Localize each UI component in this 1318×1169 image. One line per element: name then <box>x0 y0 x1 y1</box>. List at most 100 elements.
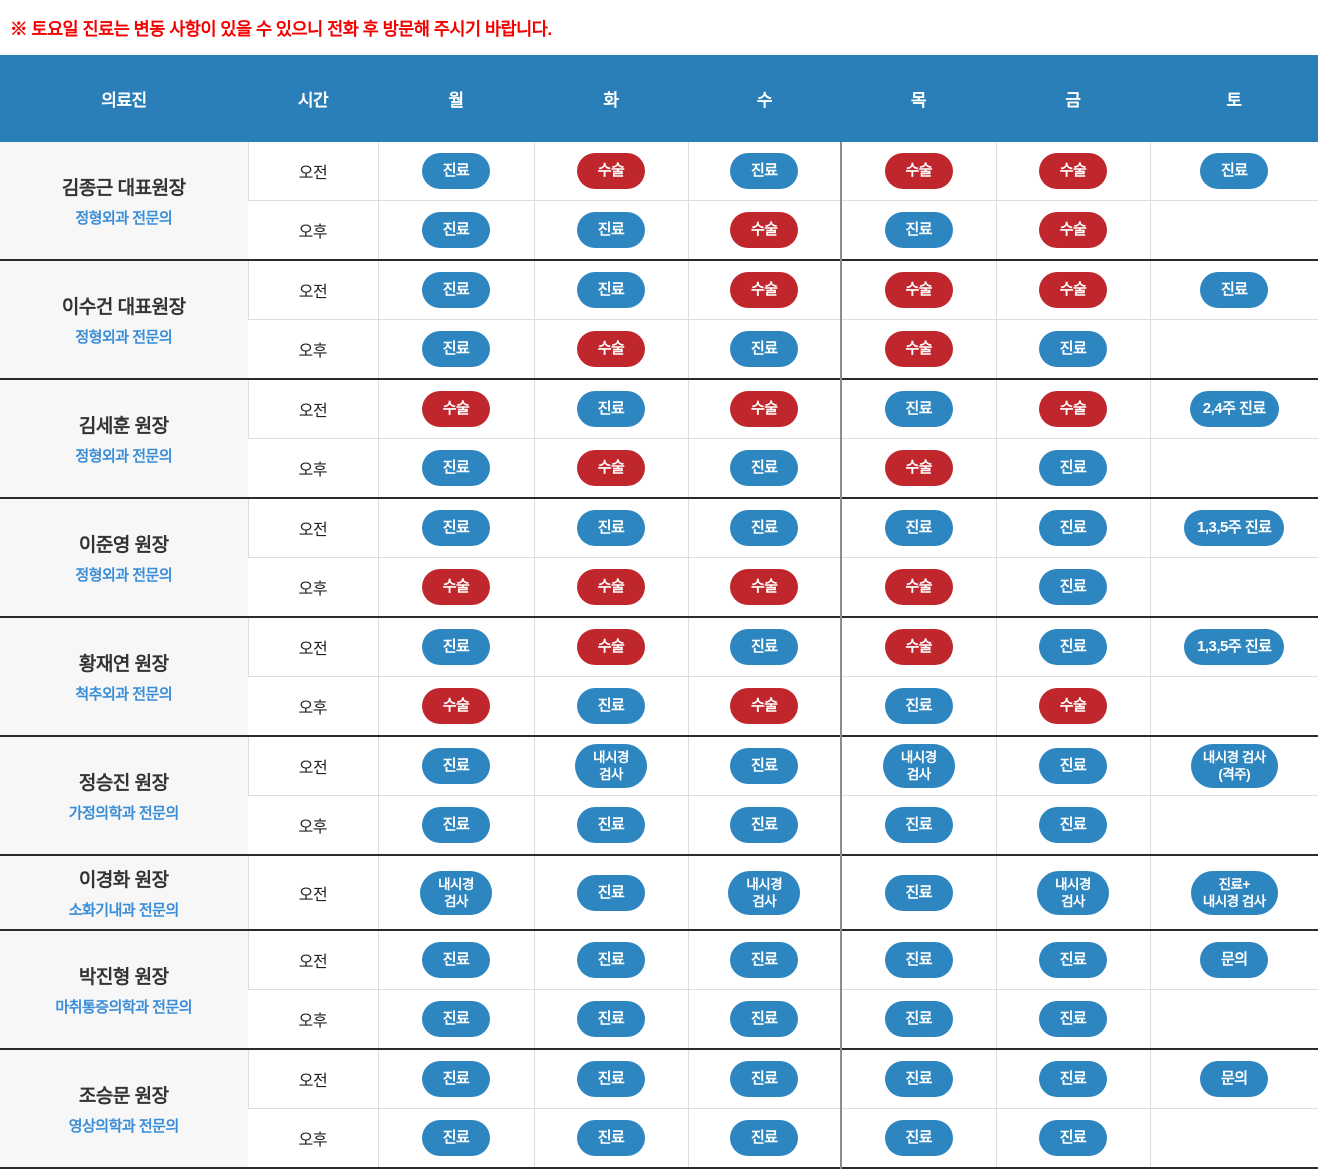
schedule-badge: 진료 <box>884 391 953 427</box>
day-cell <box>1149 1108 1318 1168</box>
schedule-badge: 진료 <box>730 153 799 189</box>
schedule-badge: 진료 <box>577 688 645 724</box>
day-cell: 수술 <box>995 142 1150 201</box>
schedule-badge: 진료 <box>884 1120 953 1156</box>
schedule-badge: 1,3,5주 진료 <box>1184 510 1285 546</box>
day-cell: 진료 <box>840 1048 996 1109</box>
schedule-badge: 내시경 검사 <box>728 870 801 915</box>
schedule-row: 정승진 원장 가정의학과 전문의 오전 진료 내시경 검사 진료 내시경 검사 진료 내시경 검… <box>0 735 1318 855</box>
schedule-row: 오후 진료 진료 수술 진료 수술 <box>0 200 1318 260</box>
day-cell: 진료 <box>840 929 996 990</box>
schedule-badge: 진료 <box>422 272 490 308</box>
schedule-badge: 수술 <box>422 688 490 724</box>
day-cell: 진료 <box>995 438 1150 498</box>
schedule-row: 오후 진료 진료 진료 진료 진료 <box>0 795 1318 855</box>
header-thursday: 목 <box>841 55 996 142</box>
schedule-badge: 수술 <box>577 629 645 665</box>
schedule-badge: 수술 <box>1039 391 1107 427</box>
day-cell: 진료 <box>995 497 1150 558</box>
day-cell: 수술 <box>995 378 1150 439</box>
time-label: 오전 <box>247 1048 378 1109</box>
header-wednesday: 수 <box>688 55 841 142</box>
day-cell: 진료 <box>533 1108 688 1168</box>
day-cell: 진료 <box>995 1108 1150 1168</box>
day-cell: 진료 <box>533 1048 688 1109</box>
schedule-badge: 진료 <box>577 212 645 248</box>
schedule-badge: 진료 <box>884 688 953 724</box>
time-label: 오전 <box>247 142 378 201</box>
day-cell: 진료 <box>533 200 688 260</box>
day-cell: 진료 <box>840 854 996 930</box>
schedule-badge: 수술 <box>730 391 799 427</box>
day-cell: 진료 <box>377 200 534 260</box>
day-cell: 내시경 검사 (격주) <box>1149 735 1318 796</box>
schedule-badge: 수술 <box>422 391 490 427</box>
schedule-badge: 진료 <box>577 874 645 911</box>
schedule-badge: 수술 <box>884 450 953 486</box>
time-label: 오후 <box>248 438 378 498</box>
day-cell: 진료 <box>995 735 1150 796</box>
schedule-badge: 진료 <box>422 1001 490 1037</box>
day-cell: 내시경 검사 <box>533 735 688 796</box>
schedule-row: 이준영 원장 정형외과 전문의 오전 진료 진료 진료 진료 진료 1,3,5주 진료 <box>0 497 1318 617</box>
schedule-row: 이경화 원장 소화기내과 전문의 오전 내시경 검사 진료 내시경 검사 진료 내시경 검사 진… <box>0 854 1318 930</box>
schedule-badge: 진료 <box>884 874 953 911</box>
schedule-badge: 내시경 검사 (격주) <box>1190 744 1278 788</box>
schedule-badge: 진료 <box>1039 1001 1107 1037</box>
day-cell: 진료 <box>377 1108 534 1168</box>
doctor-specialty: 정형외과 전문의 <box>75 329 173 346</box>
schedule-badge: 수술 <box>884 272 953 308</box>
doctor-specialty: 척추외과 전문의 <box>75 686 173 703</box>
day-cell: 내시경 검사 <box>377 854 534 930</box>
day-cell: 진료 <box>377 616 534 677</box>
time-label: 오후 <box>248 1108 378 1168</box>
schedule-row: 오후 진료 수술 진료 수술 진료 <box>0 438 1318 498</box>
schedule-badge: 진료 <box>730 450 799 486</box>
doctor-schedule-table: 의료진 시간 월 화 수 목 금 토 김종근 대표원장 정형외과 전문의 오전 진료 수… <box>0 55 1318 1169</box>
schedule-badge: 진료 <box>730 1001 799 1037</box>
day-cell: 진료 <box>995 795 1150 855</box>
schedule-badge: 수술 <box>577 450 645 486</box>
time-label: 오전 <box>247 854 378 930</box>
day-cell: 진료 <box>840 1108 996 1168</box>
day-cell <box>1149 319 1318 379</box>
day-cell: 수술 <box>995 676 1150 736</box>
day-cell: 수술 <box>377 557 534 617</box>
schedule-badge: 수술 <box>730 569 799 605</box>
schedule-badge: 진료 <box>730 942 799 978</box>
schedule-badge: 수술 <box>577 153 645 189</box>
schedule-badge: 진료 <box>884 212 953 248</box>
schedule-row: 이수건 대표원장 정형외과 전문의 오전 진료 진료 수술 수술 수술 진료 <box>0 259 1318 379</box>
day-cell: 수술 <box>840 616 996 677</box>
day-cell: 진료 <box>1149 142 1318 201</box>
header-time: 시간 <box>248 55 378 142</box>
day-cell: 진료 <box>377 319 534 379</box>
schedule-badge: 2,4주 진료 <box>1189 391 1279 427</box>
day-cell: 내시경 검사 <box>687 854 841 930</box>
doctor-name: 김종근 대표원장 <box>61 178 186 199</box>
day-cell: 진료 <box>995 929 1150 990</box>
day-cell: 진료 <box>1149 259 1318 320</box>
doctor-name: 박진형 원장 <box>78 967 169 988</box>
day-cell: 수술 <box>995 259 1150 320</box>
day-cell: 진료 <box>995 616 1150 677</box>
schedule-badge: 진료 <box>577 1061 645 1097</box>
day-cell <box>1149 795 1318 855</box>
doctor-cell: 황재연 원장 척추외과 전문의 <box>0 616 248 736</box>
time-label: 오후 <box>248 557 378 617</box>
schedule-badge: 진료 <box>730 1120 799 1156</box>
header-monday: 월 <box>378 55 534 142</box>
day-cell: 진료 <box>377 142 534 201</box>
schedule-badge: 진료 <box>1039 807 1107 843</box>
schedule-badge: 진료 <box>577 391 645 427</box>
doctor-specialty: 마취통증의학과 전문의 <box>55 999 193 1016</box>
day-cell: 진료+ 내시경 검사 <box>1149 854 1318 930</box>
day-cell: 진료 <box>377 735 534 796</box>
day-cell: 문의 <box>1149 1048 1318 1109</box>
day-cell: 진료 <box>533 497 688 558</box>
day-cell: 진료 <box>840 200 996 260</box>
doctor-specialty: 영상의학과 전문의 <box>68 1118 180 1135</box>
day-cell: 진료 <box>687 1108 841 1168</box>
schedule-badge: 수술 <box>1039 688 1107 724</box>
schedule-badge: 수술 <box>730 688 799 724</box>
